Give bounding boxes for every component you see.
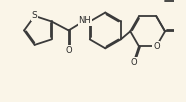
- Text: O: O: [65, 46, 72, 55]
- Text: O: O: [153, 42, 160, 51]
- Text: S: S: [32, 11, 38, 21]
- Text: NH: NH: [78, 16, 91, 25]
- Text: O: O: [130, 58, 137, 67]
